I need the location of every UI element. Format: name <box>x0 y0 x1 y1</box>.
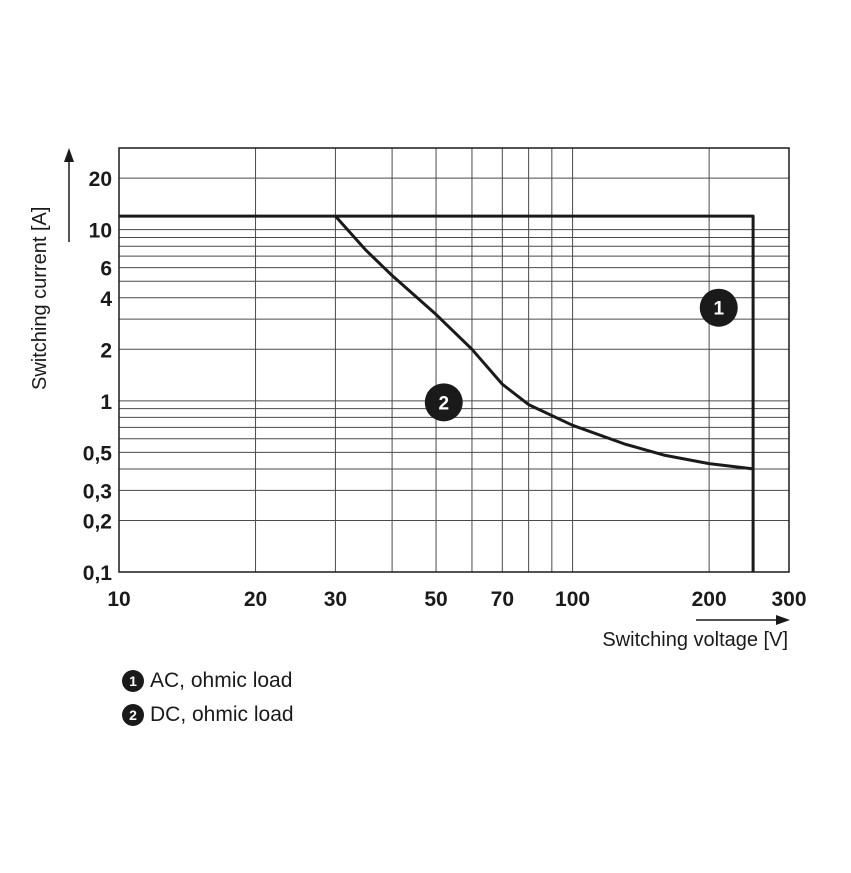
y-tick-label: 10 <box>89 220 112 243</box>
x-tick-label: 10 <box>107 588 130 611</box>
y-axis-arrow-head <box>64 148 74 162</box>
x-tick-label: 30 <box>324 588 347 611</box>
series-marker-2: 2 <box>424 383 463 422</box>
x-tick-label: 50 <box>424 588 447 611</box>
legend-label-ac: AC, ohmic load <box>150 669 293 692</box>
x-tick-label: 70 <box>491 588 514 611</box>
legend-item-dc: 2 DC, ohmic load <box>122 698 294 732</box>
series-layer: 12 <box>119 214 755 572</box>
series-marker-label: 1 <box>713 299 724 320</box>
y-tick-label: 6 <box>100 258 112 281</box>
y-tick-label: 2 <box>100 339 112 362</box>
legend-badge-1: 1 <box>122 670 144 692</box>
y-axis-title: Switching current [A] <box>29 148 74 390</box>
y-tick-label: 0,2 <box>83 510 112 533</box>
legend-item-ac: 1 AC, ohmic load <box>122 664 294 698</box>
series-marker-badge <box>699 288 738 327</box>
x-tick-label: 100 <box>555 588 590 611</box>
series-line-1 <box>119 214 755 572</box>
x-axis-title-text: Switching voltage [V] <box>602 629 788 651</box>
y-tick-label: 20 <box>89 168 112 191</box>
legend-badge-2: 2 <box>122 704 144 726</box>
series-line-2 <box>334 215 754 471</box>
series-marker-label: 2 <box>438 393 449 414</box>
x-tick-label: 300 <box>771 588 806 611</box>
x-axis-title: Switching voltage [V] <box>602 615 790 651</box>
x-tick-label: 20 <box>244 588 267 611</box>
series-marker-badge <box>424 383 463 422</box>
grid-lines <box>118 147 790 573</box>
y-tick-label: 0,3 <box>83 480 112 503</box>
x-axis-arrow-head <box>776 615 790 625</box>
y-tick-label: 1 <box>100 391 112 414</box>
y-tick-label: 0,5 <box>83 442 113 465</box>
series-marker-1: 1 <box>699 288 738 327</box>
x-tick-label: 200 <box>692 588 727 611</box>
plot-frame <box>118 147 790 573</box>
y-axis-title-text: Switching current [A] <box>29 207 51 390</box>
y-tick-label: 0,1 <box>83 562 113 585</box>
y-tick-label: 4 <box>100 288 112 311</box>
legend: 1 AC, ohmic load 2 DC, ohmic load <box>122 664 294 732</box>
legend-label-dc: DC, ohmic load <box>150 703 294 726</box>
